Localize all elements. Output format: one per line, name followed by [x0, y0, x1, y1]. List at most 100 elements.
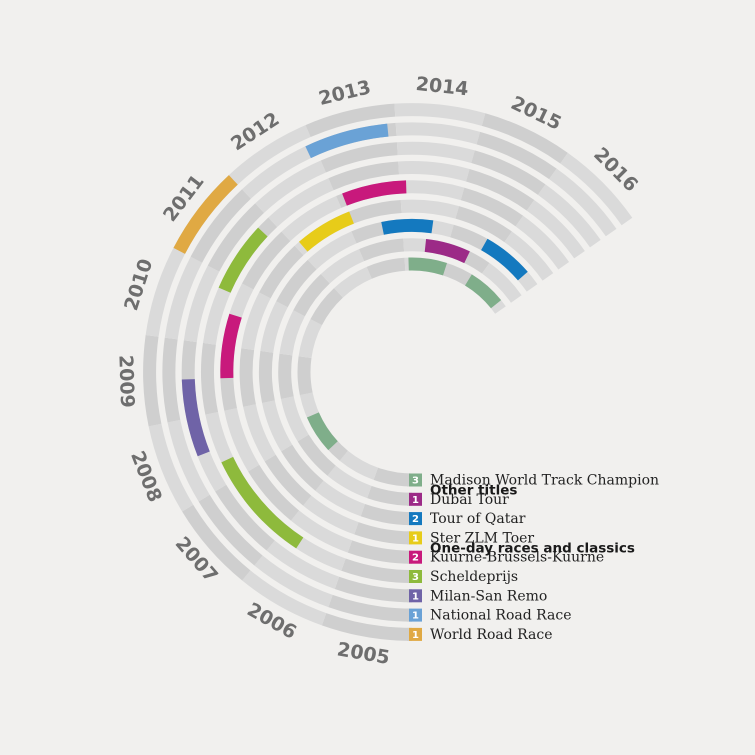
track-segment: [400, 199, 460, 219]
track-segment: [327, 465, 372, 499]
track-segment: [399, 180, 465, 201]
track-segment: [239, 348, 256, 407]
track-segment: [476, 131, 557, 180]
track-segment: [360, 503, 413, 526]
track-segment: [148, 423, 194, 512]
legend-label-madison-world-track-champion: Madison World Track Champion: [430, 473, 659, 489]
track-segment: [290, 510, 353, 553]
legend-swatch-world-road-race: [409, 627, 422, 641]
legend-label-ster-zlm-toer: Ster ZLM Toer: [430, 530, 534, 546]
legend-label-dubai-tour: Dubai Tour: [430, 492, 509, 508]
track-segment: [315, 480, 366, 517]
year-label-2013: 2013: [317, 76, 374, 110]
track-segment: [310, 288, 344, 326]
track-segment: [321, 613, 413, 641]
track-segment: [481, 113, 568, 164]
track-segment: [266, 540, 340, 589]
year-label-2014: 2014: [415, 73, 470, 100]
legend-swatch-madison-world-track-champion: [409, 473, 422, 487]
legend-swatch-milan-san-remo: [409, 589, 422, 603]
track-segment: [190, 189, 251, 263]
track-segment: [241, 292, 271, 351]
track-segment: [242, 570, 327, 626]
track-segment: [254, 555, 333, 608]
legend: 3 Madison World Track Champion 1 Dubai Tour…: [409, 473, 659, 643]
track-segment: [343, 199, 402, 226]
win-segment-madison-world-track-champion: [464, 274, 502, 309]
legend-swatch-tour-of-qatar: [409, 512, 422, 526]
track-segment: [260, 301, 288, 353]
win-segment-ster-zlm-toer: [298, 211, 355, 252]
legend-count-kuurne-brussels-kuurne: 2: [412, 553, 419, 564]
win-segment-kuurne-brussels-kuurne: [342, 180, 407, 206]
track-segment: [560, 152, 633, 226]
win-segment-madison-world-track-champion: [306, 412, 338, 451]
track-segment: [248, 464, 300, 521]
track-segment: [207, 203, 265, 272]
track-segment: [334, 576, 413, 603]
track-segment: [198, 494, 263, 566]
legend-count-national-road-race: 1: [412, 611, 419, 622]
track-segment: [320, 142, 398, 173]
track-segment: [334, 266, 372, 298]
track-segment: [320, 249, 365, 284]
track-segment: [481, 262, 522, 303]
win-segment-scheldeprijs: [218, 227, 268, 293]
legend-label-milan-san-remo: Milan-San Remo: [430, 588, 547, 604]
track-segment: [281, 195, 342, 242]
track-segment: [293, 274, 330, 317]
legend-count-ster-zlm-toer: 1: [412, 533, 419, 544]
track-segment: [262, 400, 293, 452]
track-segment: [182, 504, 251, 581]
track-segment: [460, 187, 524, 227]
win-segment-world-road-race: [173, 175, 238, 254]
track-segment: [298, 319, 323, 359]
track-segment: [455, 206, 512, 243]
track-segment: [297, 356, 313, 396]
win-segment-madison-world-track-champion: [408, 257, 447, 276]
legend-count-madison-world-track-champion: 3: [412, 476, 419, 487]
track-segment: [145, 247, 186, 337]
track-segment: [515, 215, 570, 270]
legend-label-world-road-race: World Road Race: [430, 627, 553, 643]
track-segment: [164, 256, 203, 340]
track-segment: [279, 310, 305, 356]
win-segment-tour-of-qatar: [480, 238, 528, 281]
track-segment: [255, 160, 327, 213]
track-segment: [366, 257, 406, 279]
legend-heading-other-titles: Other titles: [430, 483, 517, 499]
legend-swatch-kuurne-brussels-kuurne: [409, 550, 422, 564]
track-segment: [241, 231, 291, 290]
track-segment: [395, 122, 481, 145]
win-segment-dubai-tour: [424, 238, 470, 264]
track-segment: [367, 485, 413, 506]
track-segment: [215, 484, 275, 551]
win-segment-tour-of-qatar: [381, 218, 434, 235]
legend-swatch-scheldeprijs: [409, 570, 422, 583]
track-segment: [396, 141, 475, 163]
win-segment-national-road-race: [305, 123, 389, 159]
track-segment: [280, 396, 309, 442]
track-segment: [183, 265, 220, 343]
win-segment-milan-san-remo: [181, 379, 210, 457]
track-segment: [167, 419, 210, 502]
track-segment: [328, 161, 400, 191]
track-segment: [341, 558, 413, 583]
track-segment: [537, 184, 601, 248]
legend-count-dubai-tour: 1: [412, 495, 419, 506]
track-segment: [398, 161, 470, 182]
track-segment: [278, 353, 294, 400]
legend-swatch-ster-zlm-toer: [409, 531, 422, 545]
track-segment: [359, 238, 405, 262]
track-segment: [162, 337, 181, 423]
track-segment: [394, 103, 486, 126]
legend-heading-one-day-races-and-classics: One-day races and classics: [430, 541, 635, 557]
win-segment-kuurne-brussels-kuurne: [220, 313, 242, 379]
year-label-2009: 2009: [114, 355, 138, 409]
track-segment: [243, 404, 276, 462]
track-segment: [143, 334, 162, 427]
legend-count-milan-san-remo: 1: [412, 591, 419, 602]
track-segment: [268, 178, 334, 228]
